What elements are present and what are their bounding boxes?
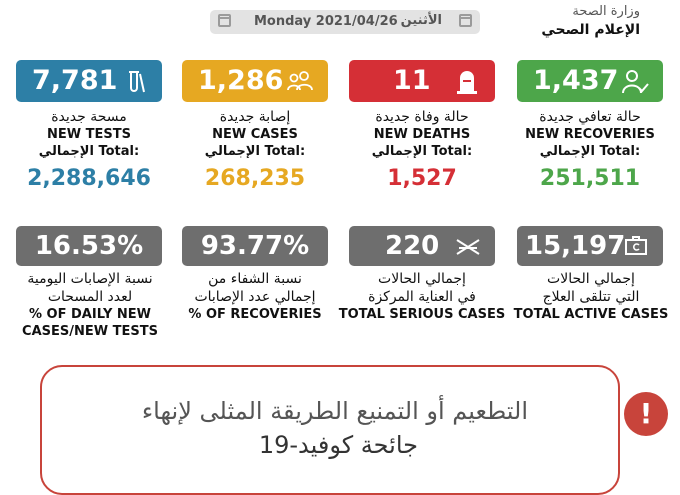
serious-label-ar-2: في العناية المركزة [368,289,476,305]
cases-total-value: 268,235 [204,166,306,191]
recoveries-labels: حالة تعافي جديدة NEW RECOVERIES الإجمالي… [507,108,673,193]
daily-ratio-labels: نسبة الإصابات اليومية لعدد المسحات % OF … [0,270,180,340]
new-recoveries-value: 1,437 [533,65,619,96]
recovered-person-icon [622,70,649,94]
recoveries-label-ar: حالة تعافي جديدة [539,109,641,125]
active-cases-card: 15,197 [517,226,663,266]
recovery-ratio-card: 93.77% [182,226,328,266]
tombstone-icon [457,71,477,94]
cases-labels: إصابة جديدة NEW CASES الإجمالي Total: 26… [172,108,338,193]
new-tests-card: 7,781 [16,60,162,102]
daily-ratio-card: 16.53% [16,226,162,266]
cases-total-label: الإجمالي Total: [204,144,306,159]
cases-label-ar: إصابة جديدة [219,109,291,125]
daily-ratio-label-ar-1: نسبة الإصابات اليومية [27,271,153,287]
serious-label-ar-1: إجمالي الحالات [378,271,466,287]
ministry-header: وزارة الصحة الإعلام الصحي [520,4,640,40]
banner-line-2: جائحة كوفيد-19 [258,431,418,459]
recovery-ratio-label-ar-2: إجمالي عدد الإصابات [194,289,316,305]
active-cases-labels: إجمالي الحالات التي تتلقى العلاج TOTAL A… [506,270,676,323]
banner-line-1: التطعيم أو التمنيع الطريقة المثلى لإنهاء [141,397,528,425]
calendar-icon [459,14,472,27]
daily-ratio-label-en-2: CASES/NEW TESTS [22,324,158,339]
tests-label-ar: مسحة جديدة [51,109,127,125]
serious-cases-labels: إجمالي الحالات في العناية المركزة TOTAL … [334,270,510,323]
date-english: Monday 2021/04/26 [254,14,398,29]
tests-total-label: الإجمالي Total: [38,144,140,159]
recovery-ratio-labels: نسبة الشفاء من إجمالي عدد الإصابات % OF … [172,270,338,323]
active-label-ar-2: التي تتلقى العلاج [542,289,640,305]
recoveries-total-label: الإجمالي Total: [539,144,641,159]
active-label-ar-1: إجمالي الحالات [547,271,635,287]
active-label-en-1: TOTAL ACTIVE CASES [513,307,669,322]
recoveries-total-value: 251,511 [539,166,641,191]
new-tests-value: 7,781 [32,65,118,96]
hospital-bed-icon [456,239,480,255]
deaths-label-en: NEW DEATHS [373,127,471,142]
department-name: الإعلام الصحي [541,22,640,38]
new-deaths-value: 11 [393,65,431,96]
date-bar: Monday 2021/04/26 الأثنين [210,10,480,34]
deaths-labels: حالة وفاة جديدة NEW DEATHS الإجمالي Tota… [339,108,505,193]
date-arabic: الأثنين [400,13,442,28]
new-cases-card: 1,286 [182,60,328,102]
tests-label-en: NEW TESTS [47,127,131,142]
recovery-ratio-label-en-1: % OF RECOVERIES [188,307,322,322]
active-cases-value: 15,197 [525,231,626,261]
daily-ratio-value: 16.53% [34,231,144,261]
deaths-total-value: 1,527 [387,166,457,191]
alert-icon: ! [624,392,668,436]
tests-total-value: 2,288,646 [27,166,151,191]
recovery-ratio-value: 93.77% [200,231,310,261]
serious-cases-value: 220 [385,231,440,261]
test-tube-icon [129,71,145,93]
new-recoveries-card: 1,437 [517,60,663,102]
virus-group-icon [287,71,313,91]
vaccination-banner: التطعيم أو التمنيع الطريقة المثلى لإنهاء… [40,365,620,495]
new-deaths-card: 11 [349,60,495,102]
new-cases-value: 1,286 [198,65,284,96]
calendar-icon [218,14,231,27]
daily-ratio-label-en-1: % OF DAILY NEW [29,307,151,322]
tests-labels: مسحة جديدة NEW TESTS الإجمالي Total: 2,2… [6,108,172,193]
cases-label-en: NEW CASES [212,127,298,142]
serious-cases-card: 220 [349,226,495,266]
recoveries-label-en: NEW RECOVERIES [525,127,655,142]
medical-kit-icon [625,236,647,255]
serious-label-en-1: TOTAL SERIOUS CASES [338,307,506,322]
recovery-ratio-label-ar-1: نسبة الشفاء من [208,271,302,287]
deaths-label-ar: حالة وفاة جديدة [375,109,469,125]
daily-ratio-label-ar-2: لعدد المسحات [47,289,133,305]
ministry-name: وزارة الصحة [572,4,640,19]
deaths-total-label: الإجمالي Total: [371,144,473,159]
